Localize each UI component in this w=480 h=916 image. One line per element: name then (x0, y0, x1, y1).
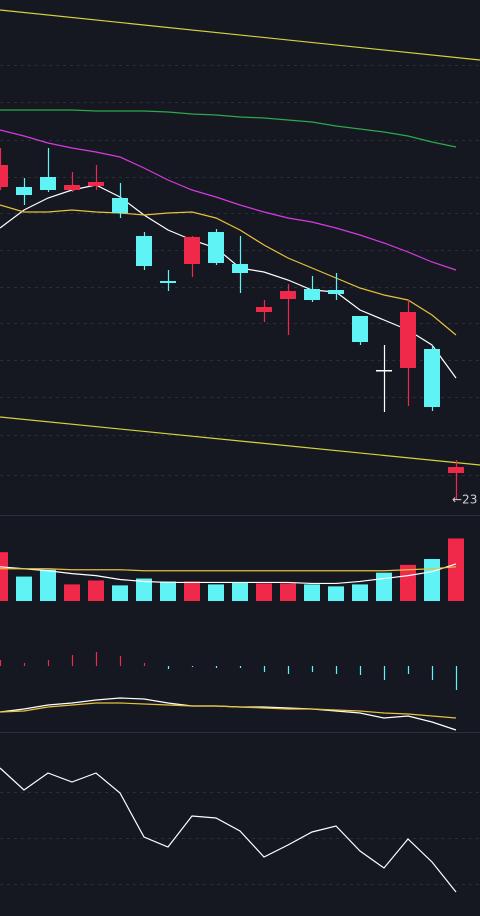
indicator-line (0, 204, 457, 336)
candle-body (304, 289, 320, 300)
indicator-line (0, 566, 457, 572)
candle-body (400, 312, 416, 368)
volume-bar (0, 552, 8, 601)
volume-bar (88, 580, 104, 601)
volume-bar (208, 584, 224, 601)
candle-body (376, 370, 392, 372)
candle-body (256, 307, 272, 312)
indicator-line (0, 109, 457, 148)
candle-body (352, 316, 368, 342)
volume-bar (160, 581, 176, 601)
volume-bar (448, 538, 464, 601)
volume-bar (328, 586, 344, 601)
indicator-line (0, 563, 457, 585)
candle-body (16, 187, 32, 195)
volume-bar (352, 584, 368, 601)
volume-bar (136, 578, 152, 601)
volume-bar (376, 572, 392, 601)
volume-bar (184, 581, 200, 601)
low-label: ←23 (452, 493, 477, 507)
candle-body (40, 177, 56, 190)
candle-body (328, 290, 344, 294)
volume-bar (400, 564, 416, 601)
volume-bar (304, 584, 320, 601)
candle-body (280, 291, 296, 299)
candle-body (136, 236, 152, 266)
candle-body (0, 165, 8, 187)
indicator-line (0, 129, 457, 271)
volume-bar (280, 583, 296, 601)
volume-bar (16, 576, 32, 601)
candle-body (160, 281, 176, 283)
trend-line (0, 9, 480, 61)
candle-body (424, 349, 440, 407)
candle-body (64, 185, 80, 190)
volume-bar (424, 559, 440, 601)
candle-body (88, 182, 104, 186)
indicator-line (0, 702, 457, 719)
candle-body (184, 237, 200, 264)
volume-bar (112, 585, 128, 601)
volume-bar (232, 582, 248, 601)
candle-body (232, 264, 248, 273)
volume-bar (256, 583, 272, 601)
candle-body (112, 198, 128, 213)
volume-bar (40, 569, 56, 601)
candle-body (208, 232, 224, 263)
indicator-line (0, 767, 457, 893)
volume-bar (64, 584, 80, 601)
candle-body (448, 467, 464, 473)
trend-line (0, 416, 480, 466)
